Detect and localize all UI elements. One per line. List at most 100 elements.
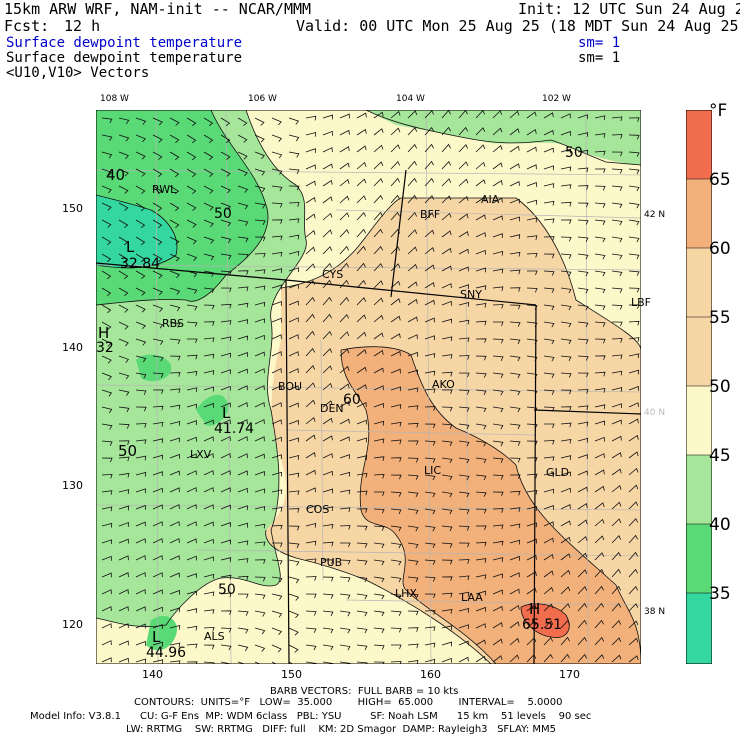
wind-barb: [475, 623, 486, 629]
high-value: 65.51: [522, 617, 563, 633]
wind-barb: [628, 637, 639, 646]
wind-barb: [305, 382, 316, 391]
wind-barb: [203, 386, 214, 392]
wind-barb: [628, 253, 640, 260]
wind-barb: [271, 524, 283, 530]
wind-barb: [254, 488, 266, 494]
wind-barb: [169, 372, 181, 377]
wind-barb: [339, 245, 350, 255]
wind-barb: [560, 406, 572, 411]
wind-barb: [594, 287, 606, 294]
wind-barb: [305, 487, 316, 493]
wind-barb: [560, 455, 572, 461]
wind-barb: [356, 314, 367, 323]
wind-barb: [169, 355, 181, 361]
wind-barb: [254, 523, 266, 529]
wind-barb: [169, 236, 180, 245]
wind-barb: [543, 586, 554, 595]
wind-barb: [254, 269, 266, 274]
wind-barb: [254, 661, 261, 664]
model-title: 15km ARW WRF, NAM-init -- NCAR/MMM: [4, 0, 312, 18]
wind-barb: [390, 525, 402, 532]
wind-barb: [407, 263, 418, 272]
wind-barb: [391, 644, 402, 650]
wind-barb: [611, 403, 622, 409]
wind-barb: [135, 423, 147, 428]
wind-barb: [543, 389, 555, 395]
wind-barb: [237, 168, 248, 177]
wind-barb: [152, 487, 163, 493]
wind-barb: [135, 606, 146, 612]
wind-barb: [118, 456, 130, 462]
wind-barb: [577, 202, 589, 208]
low-marker: L: [126, 238, 135, 256]
wind-barb: [509, 637, 520, 646]
wind-barb: [322, 400, 333, 408]
wind-barb: [254, 334, 265, 340]
wind-barb: [135, 372, 147, 379]
wind-barb: [322, 348, 333, 357]
wind-barb: [220, 117, 231, 127]
cbar-band-65-up: [686, 110, 712, 179]
wind-barb: [390, 177, 400, 187]
wind-barb: [220, 303, 232, 309]
wind-barb: [509, 490, 521, 496]
valid-time: Valid: 00 UTC Mon 25 Aug 25 (18 MDT Sun …: [296, 17, 740, 35]
wind-barb: [628, 369, 640, 375]
wind-barb: [390, 576, 402, 583]
wind-barb: [254, 453, 265, 459]
wind-barb: [220, 219, 232, 227]
wind-barb: [305, 148, 316, 154]
wind-barb: [526, 440, 538, 446]
wind-barb: [339, 129, 350, 136]
wind-barb: [288, 542, 300, 549]
wind-barb: [254, 151, 265, 160]
wind-barb: [135, 270, 146, 279]
wind-barb: [118, 606, 129, 612]
wind-barb: [509, 523, 521, 529]
wind-barb: [492, 372, 504, 379]
wind-barb: [458, 196, 469, 204]
wind-barb: [152, 572, 163, 578]
wind-barb: [101, 389, 113, 397]
wind-barb: [373, 280, 384, 289]
wind-barb: [101, 457, 113, 463]
wind-barb: [543, 270, 555, 276]
wind-barb: [543, 653, 554, 663]
wind-barb: [441, 336, 453, 342]
wind-barb: [390, 263, 401, 272]
station-label: DEN: [320, 402, 344, 415]
wind-barb: [475, 320, 487, 326]
wind-barb: [152, 454, 164, 460]
wind-barb: [560, 603, 571, 612]
low-marker: L: [222, 404, 231, 422]
wind-barb: [526, 304, 538, 310]
wind-barb: [441, 457, 453, 464]
wind-barb: [407, 593, 419, 599]
wind-barb: [594, 619, 604, 629]
wind-barb: [441, 576, 453, 581]
wind-barb: [339, 471, 351, 477]
wind-barb: [390, 211, 400, 221]
wind-barb: [152, 304, 164, 312]
wind-barb: [594, 535, 605, 544]
wind-barb: [271, 610, 283, 618]
wind-barb: [373, 211, 383, 221]
wind-barb: [288, 351, 299, 357]
wind-barb: [475, 249, 486, 255]
wind-barb: [118, 219, 129, 229]
wind-barb: [101, 304, 112, 314]
wind-barb: [560, 270, 572, 277]
wind-barb: [220, 185, 231, 194]
wind-barb: [186, 608, 198, 614]
wind-barb: [169, 202, 180, 212]
wind-barb: [628, 287, 640, 293]
wind-barb: [390, 110, 401, 119]
wind-barb: [475, 508, 487, 514]
wind-barb: [407, 194, 417, 204]
wind-barb: [254, 436, 265, 442]
wind-barb: [118, 472, 130, 478]
wind-barb: [135, 287, 146, 296]
wind-barb: [492, 162, 503, 170]
wind-barb: [220, 661, 232, 664]
